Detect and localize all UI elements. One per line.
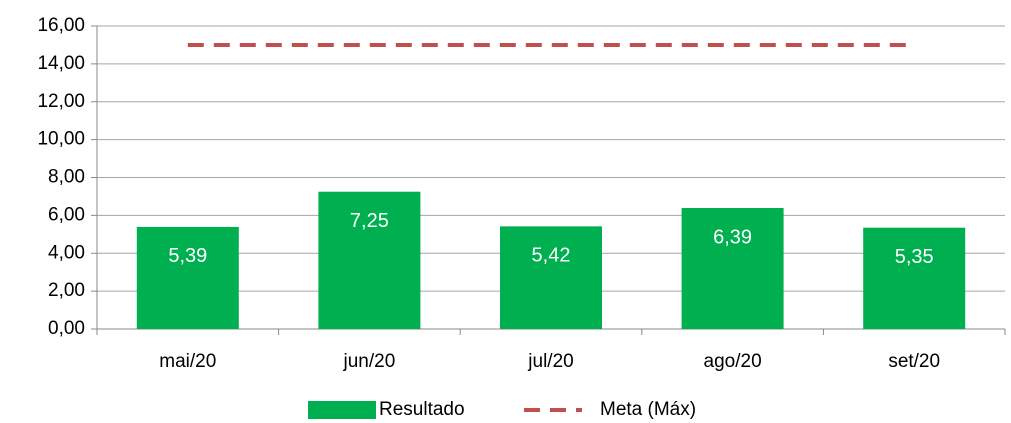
legend-swatch xyxy=(308,401,376,419)
y-tick-label: 6,00 xyxy=(48,204,85,225)
y-tick-label: 2,00 xyxy=(48,280,85,301)
x-tick-label: ago/20 xyxy=(704,351,762,372)
bar xyxy=(318,191,421,329)
y-tick-label: 8,00 xyxy=(48,167,85,188)
bar xyxy=(136,226,239,329)
x-tick-label: jul/20 xyxy=(527,351,573,372)
y-tick-label: 0,00 xyxy=(48,318,85,339)
legend-label: Meta (Máx) xyxy=(600,399,696,420)
x-tick-label: jun/20 xyxy=(343,351,396,372)
bar xyxy=(681,207,784,329)
y-tick-label: 16,00 xyxy=(37,15,85,36)
value-label: 5,35 xyxy=(895,246,934,268)
x-tick-label: mai/20 xyxy=(159,351,216,372)
bar xyxy=(863,227,966,329)
value-label: 7,25 xyxy=(350,210,389,232)
y-tick-label: 12,00 xyxy=(37,91,85,112)
y-tick-label: 10,00 xyxy=(37,129,85,150)
legend-label: Resultado xyxy=(379,399,465,420)
y-tick-label: 14,00 xyxy=(37,53,85,74)
value-label: 5,42 xyxy=(532,245,571,267)
y-tick-label: 4,00 xyxy=(48,242,85,263)
bar xyxy=(500,226,602,329)
value-label: 6,39 xyxy=(713,226,752,248)
x-tick-label: set/20 xyxy=(888,351,940,372)
value-label: 5,39 xyxy=(168,245,207,267)
